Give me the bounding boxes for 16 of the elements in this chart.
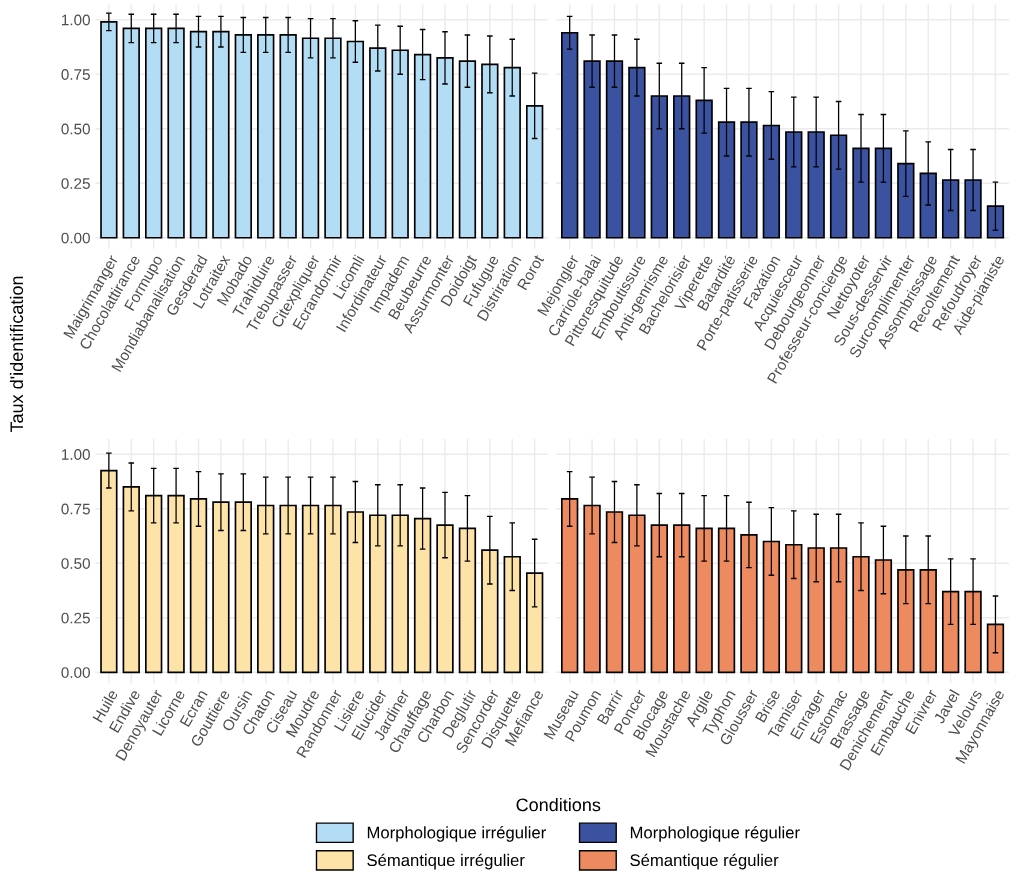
text: Sémantique irrégulier	[367, 853, 525, 870]
y-tick-label: 1.00	[61, 449, 90, 460]
text: Morphologique régulier	[630, 826, 800, 842]
y-tick-label: 0.50	[61, 558, 90, 569]
y-tick-label: 0.00	[61, 232, 90, 244]
legend-label: Morphologique irrégulier	[367, 826, 546, 842]
y-tick-label: 0.75	[61, 503, 90, 515]
y-tick-label: 1.00	[61, 14, 90, 26]
legend-title: Conditions	[516, 798, 601, 812]
y-axis-title: Taux d'identification	[9, 276, 24, 433]
y-tick-label: 0.00	[61, 667, 90, 678]
y-tick-label: 0.50	[61, 123, 90, 135]
y-tick-label: 0.25	[61, 178, 90, 189]
y-tick-label: 0.75	[61, 69, 90, 80]
y-tick-label: 0.25	[61, 612, 90, 624]
legend-label: Sémantique régulier	[630, 853, 779, 870]
